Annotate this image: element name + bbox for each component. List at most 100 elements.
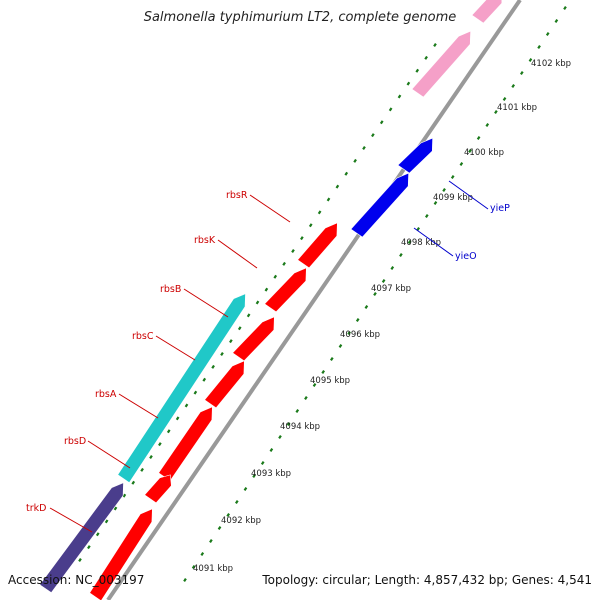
left-tick xyxy=(229,339,233,344)
left-tick xyxy=(175,416,180,421)
gene-arrow-pink xyxy=(411,30,471,98)
right-tick xyxy=(433,201,438,205)
right-tick xyxy=(191,565,196,569)
right-tick xyxy=(511,84,515,88)
left-tick xyxy=(308,223,313,228)
right-tick xyxy=(528,58,533,62)
right-tick xyxy=(209,539,213,543)
scale-label: 4092 kbp xyxy=(221,516,261,526)
right-tick xyxy=(364,305,369,309)
gene-label-rbsA: rbsA xyxy=(95,389,117,400)
gene-arrow-rbsB xyxy=(232,316,275,362)
gene-leader-line xyxy=(183,288,229,318)
right-tick xyxy=(468,149,472,153)
scale-label: 4095 kbp xyxy=(310,376,350,386)
right-tick xyxy=(304,396,308,400)
right-tick xyxy=(373,292,377,296)
left-tick xyxy=(424,55,428,60)
scale-label: 4097 kbp xyxy=(371,284,411,294)
left-tick xyxy=(264,287,269,292)
right-tick xyxy=(243,487,248,491)
left-tick xyxy=(433,43,437,47)
gene-leader-line xyxy=(413,227,454,257)
right-tick xyxy=(321,370,325,374)
right-tick xyxy=(260,461,265,465)
gene-leader-line xyxy=(49,507,93,533)
gene-arrow-rbsC xyxy=(204,360,245,409)
right-tick xyxy=(355,318,360,322)
left-tick xyxy=(158,442,162,447)
right-tick xyxy=(563,6,567,10)
left-tick xyxy=(87,545,91,550)
right-tick xyxy=(338,344,343,348)
right-tick xyxy=(390,266,395,270)
left-tick xyxy=(388,107,393,112)
gene-label-rbsB: rbsB xyxy=(160,284,181,295)
scale-label: 4098 kbp xyxy=(401,238,441,248)
genome-title: Salmonella typhimurium LT2, complete gen… xyxy=(143,10,457,25)
left-tick xyxy=(300,236,304,241)
genome-backbone xyxy=(106,0,522,600)
right-tick xyxy=(381,279,386,283)
right-tick xyxy=(450,175,455,179)
gene-label-yieO: yieO xyxy=(455,251,477,262)
right-tick xyxy=(485,123,490,127)
gene-leader-line xyxy=(118,393,159,419)
gene-leader-line xyxy=(87,440,131,469)
scale-label: 4102 kbp xyxy=(531,59,571,69)
right-tick xyxy=(476,136,481,140)
gene-leader-line xyxy=(217,239,258,269)
left-tick xyxy=(255,300,260,305)
right-tick xyxy=(278,435,282,439)
gene-leader-line xyxy=(249,194,291,223)
right-tick xyxy=(545,32,550,36)
gene-labels: trkD rbsD rbsA rbsC rbsB rbsK rbsR yieO yieP xyxy=(26,180,510,533)
right-tick xyxy=(554,19,559,23)
right-tick xyxy=(312,383,317,387)
left-tick xyxy=(104,519,109,524)
right-tick xyxy=(416,227,420,231)
left-tick xyxy=(371,133,375,138)
left-tick xyxy=(220,352,224,356)
left-tick xyxy=(379,120,384,125)
right-tick xyxy=(494,110,498,114)
left-tick xyxy=(95,532,100,537)
gene-label-yieP: yieP xyxy=(490,203,510,214)
left-tick xyxy=(362,146,366,150)
left-tick xyxy=(273,274,278,279)
gene-label-trkD: trkD xyxy=(26,503,46,514)
left-tick xyxy=(291,249,295,253)
right-tick xyxy=(226,513,230,517)
gene-label-rbsK: rbsK xyxy=(194,235,216,246)
left-tick xyxy=(397,94,402,99)
scale-label: 4100 kbp xyxy=(464,148,504,158)
right-tick xyxy=(502,97,507,101)
left-tick xyxy=(193,390,198,395)
gene-arrow-pink xyxy=(471,0,503,24)
gene-arrow-cyan xyxy=(117,293,246,484)
scale-labels: 4091 kbp 4092 kbp 4093 kbp 4094 kbp 4095 kbp… xyxy=(193,59,571,574)
accession-text: Accession: NC_003197 xyxy=(8,573,145,587)
scale-label: 4099 kbp xyxy=(433,193,473,203)
right-tick xyxy=(269,448,274,452)
right-tick xyxy=(347,331,351,335)
right-tick xyxy=(520,71,524,75)
right-tick xyxy=(537,45,541,49)
gene-label-rbsD: rbsD xyxy=(64,436,86,447)
gene-arrow-rbsD xyxy=(144,474,172,504)
left-tick xyxy=(237,326,242,331)
right-tick xyxy=(217,526,222,530)
tick-marks xyxy=(78,6,567,582)
left-tick xyxy=(122,493,127,498)
left-tick xyxy=(166,429,171,434)
left-tick xyxy=(211,364,215,369)
gene-leader-line xyxy=(448,180,489,210)
left-tick xyxy=(317,210,322,215)
scale-label: 4094 kbp xyxy=(280,422,320,432)
gene-arrow-rbsR xyxy=(264,267,307,313)
right-tick xyxy=(200,552,205,556)
gene-arrow-navy xyxy=(39,482,124,594)
left-tick xyxy=(282,261,286,266)
right-tick xyxy=(235,500,239,504)
